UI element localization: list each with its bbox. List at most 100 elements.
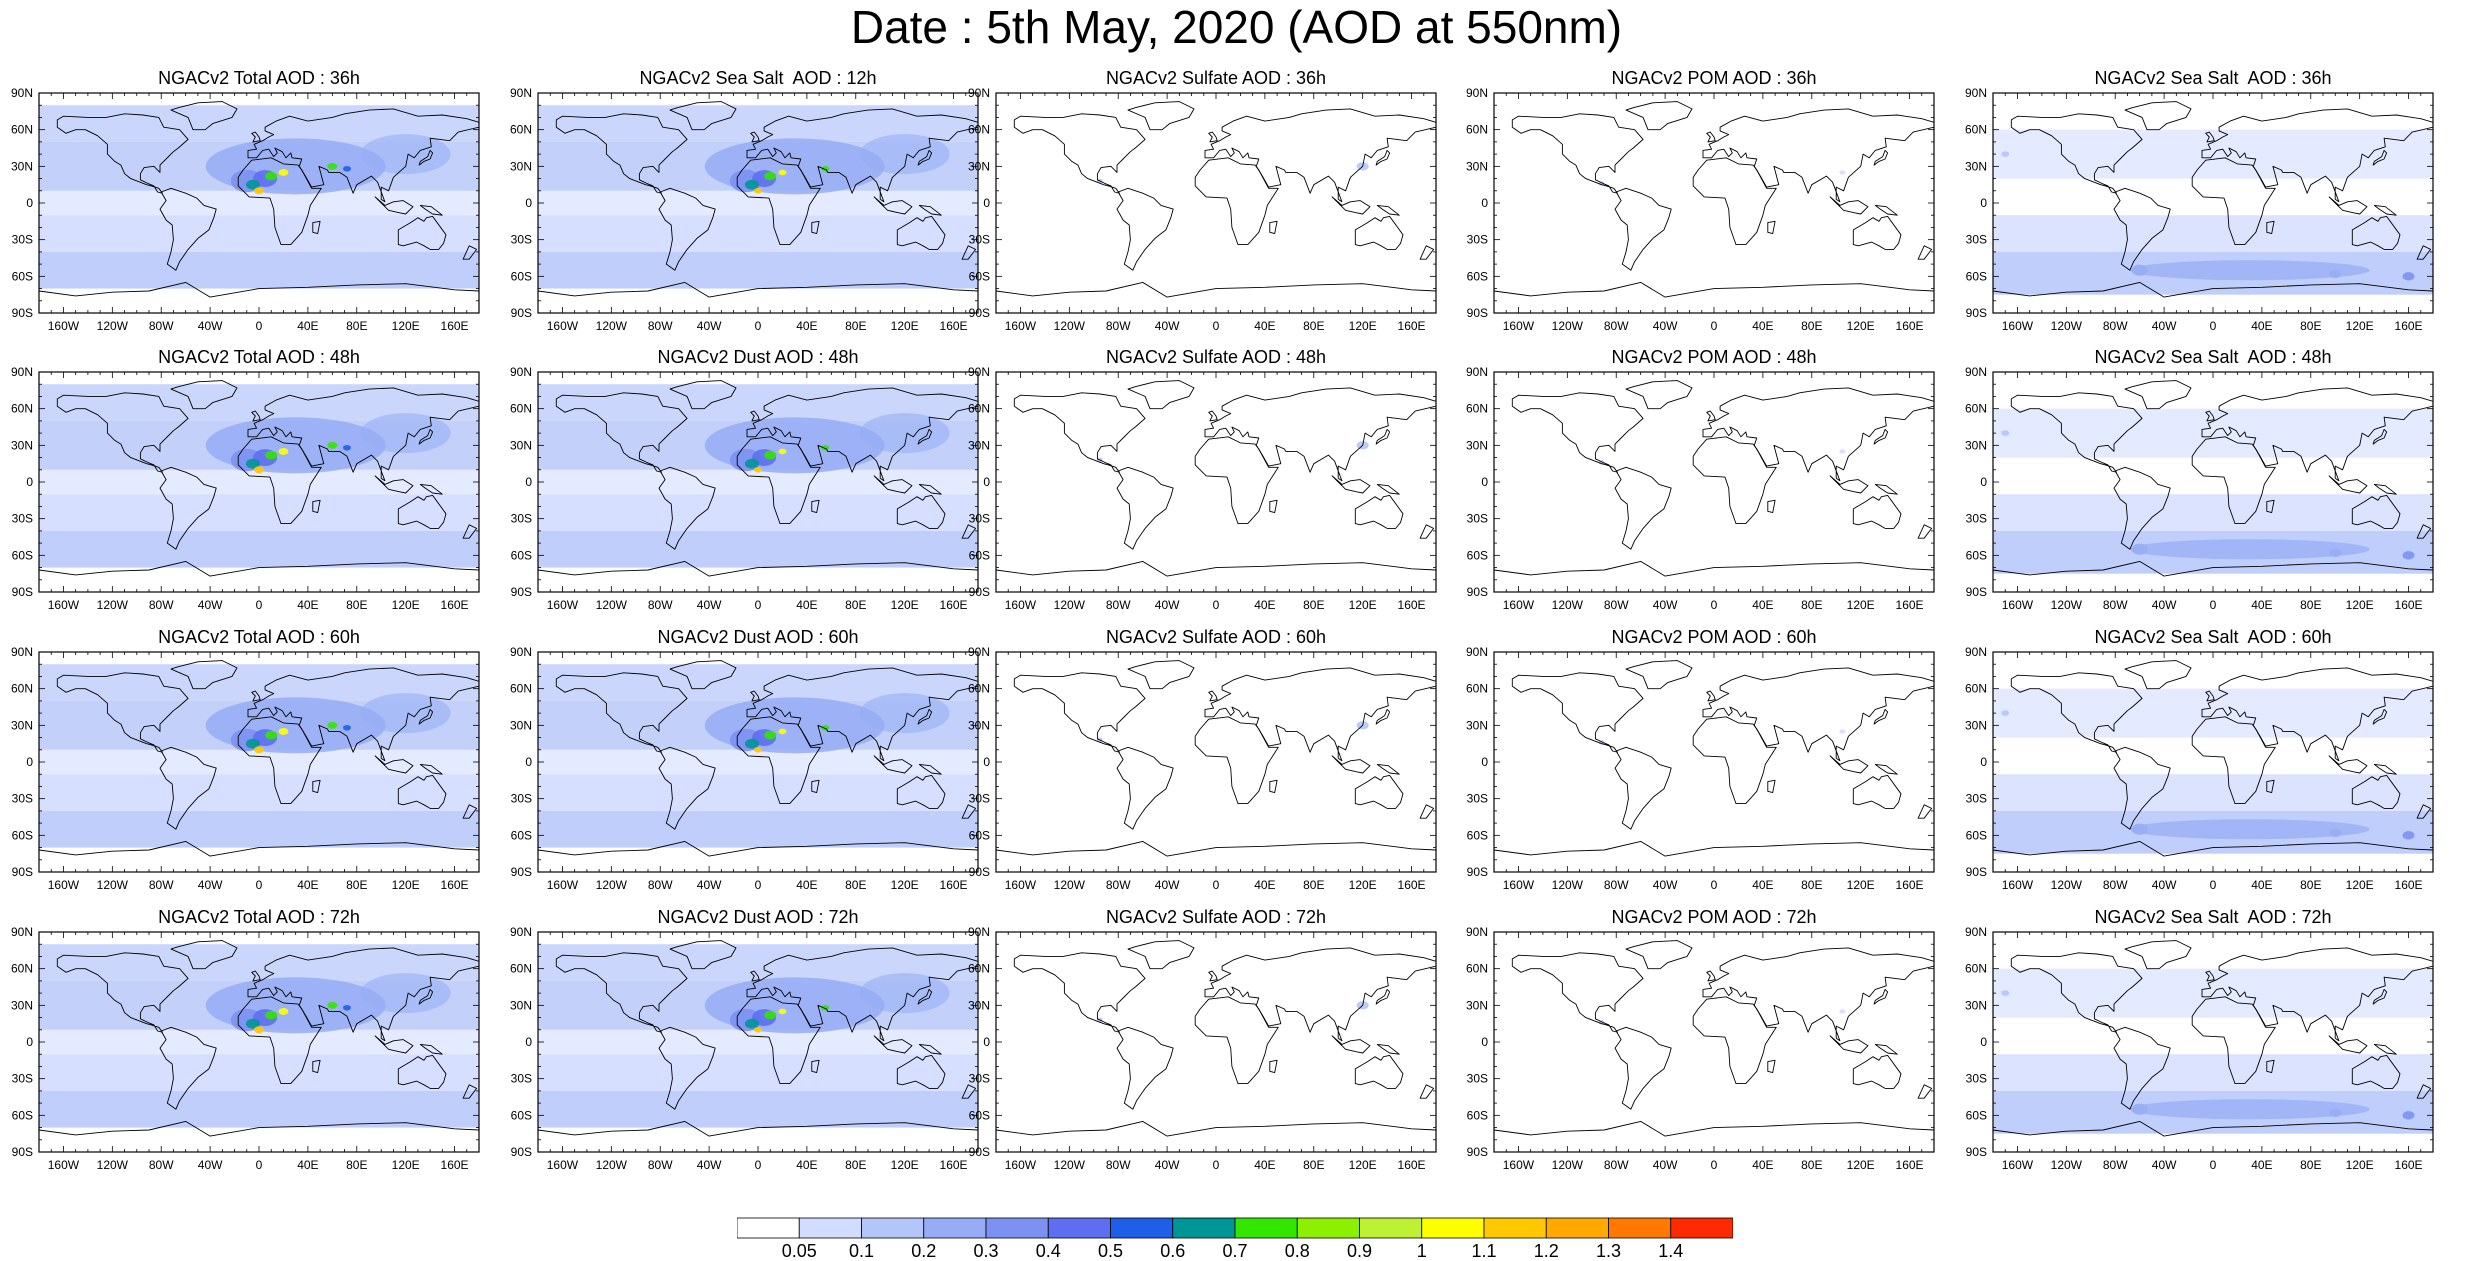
lat-tick-label: 90N [11, 86, 33, 100]
aod-hotspot [254, 466, 264, 474]
axis-ticks [537, 371, 979, 593]
lon-tick-label: 160E [2395, 1158, 2423, 1172]
lat-tick-label: 90N [510, 645, 532, 659]
colorbar-swatch [1234, 1217, 1298, 1239]
coastlines [1494, 380, 1934, 592]
panel-title: NGACv2 Sea Salt AOD : 12h [639, 68, 877, 88]
map-panel: NGACv2 Sea Salt AOD : 60h 90N 60N 30N 0 30S 60… [1965, 622, 2434, 892]
new-guinea-outline [1874, 204, 1898, 216]
lat-tick-label: 90S [969, 865, 990, 879]
lat-tick-label: 60N [968, 682, 990, 696]
lon-tick-label: 80E [845, 319, 866, 333]
aod-hotspot [254, 746, 264, 754]
lon-tick-label: 40E [1752, 1158, 1773, 1172]
south-america-outline [1614, 1026, 1672, 1110]
aod-hotspot [327, 721, 338, 729]
lon-tick-label: 120W [1552, 319, 1584, 333]
colorbar-label: 1.1 [1471, 1241, 1496, 1261]
aod-hotspot [245, 738, 260, 749]
south-america-outline [2113, 466, 2171, 550]
new-zealand-outline [462, 245, 478, 260]
japan-outline [1873, 988, 1889, 1005]
uk-outline [2205, 131, 2215, 143]
indonesia-outline [374, 755, 414, 774]
greenland-outline [1127, 660, 1195, 690]
antarctica-outline [1993, 281, 2433, 313]
aod-hotspot [754, 187, 762, 194]
aod-hotspot [343, 444, 351, 451]
lon-tick-label: 80E [1303, 319, 1324, 333]
madagascar-outline [312, 1059, 321, 1074]
lon-tick-label: 160E [940, 878, 968, 892]
madagascar-outline [1767, 1059, 1776, 1074]
lat-tick-label: 0 [26, 1035, 33, 1049]
lat-tick-label: 60S [969, 1108, 990, 1122]
lat-tick-label: 30S [12, 512, 33, 526]
lat-tick-label: 60S [1467, 548, 1488, 562]
map-frame [995, 651, 1437, 873]
south-america-outline [1116, 187, 1174, 271]
lat-tick-label: 30N [1965, 718, 1987, 732]
lon-tick-label: 160W [48, 878, 80, 892]
lon-tick-label: 0 [2210, 1158, 2217, 1172]
north-america-outline [56, 392, 189, 473]
north-america-outline [1013, 392, 1146, 473]
antarctica-outline [1494, 281, 1934, 313]
lat-tick-label: 30N [1466, 438, 1488, 452]
aod-field [1096, 162, 1369, 184]
aod-hotspot [2329, 548, 2342, 558]
lon-tick-label: 40W [2152, 598, 2177, 612]
africa-outline [1692, 996, 1777, 1085]
indonesia-outline [1331, 755, 1371, 774]
map-panel: NGACv2 POM AOD : 60h 90N 60N 30N 0 30S 60S 90S 1… [1466, 622, 1935, 892]
lon-tick-label: 40W [2152, 319, 2177, 333]
panel-title: NGACv2 Sulfate AOD : 48h [1105, 347, 1327, 367]
lon-tick-label: 40E [1254, 878, 1275, 892]
lat-tick-label: 30S [969, 233, 990, 247]
lon-tick-label: 40E [796, 319, 817, 333]
lon-tick-label: 40W [1653, 878, 1678, 892]
colorbar-swatch [1110, 1217, 1174, 1239]
antarctica-outline [538, 560, 978, 592]
lon-tick-label: 160W [48, 1158, 80, 1172]
new-guinea-outline [419, 204, 443, 216]
aod-hotspot [2131, 823, 2148, 835]
aod-field [1993, 688, 2433, 854]
aod-field [39, 105, 479, 289]
north-america-outline [1511, 672, 1644, 753]
lon-tick-label: 40E [1752, 598, 1773, 612]
aod-hotspot [778, 728, 787, 735]
eurasia-outline [2201, 947, 2433, 1042]
australia-outline [1852, 494, 1902, 529]
australia-outline [2351, 494, 2401, 529]
antarctica-outline [1993, 840, 2433, 872]
lon-tick-label: 80W [648, 878, 673, 892]
lon-tick-label: 40E [796, 598, 817, 612]
axis-ticks [995, 651, 1437, 873]
lat-tick-label: 60S [12, 828, 33, 842]
lon-tick-label: 160W [1503, 878, 1535, 892]
colorbar-label: 1 [1417, 1241, 1427, 1261]
lon-tick-label: 160W [1005, 319, 1037, 333]
lon-tick-label: 40E [1254, 1158, 1275, 1172]
lon-tick-label: 0 [256, 319, 263, 333]
north-america-outline [2010, 113, 2143, 194]
panel-title: NGACv2 Sea Salt AOD : 48h [2094, 347, 2332, 367]
new-zealand-outline [961, 1084, 977, 1099]
lat-tick-label: 30S [1467, 233, 1488, 247]
aod-hotspot [265, 450, 278, 460]
lat-tick-label: 60S [969, 828, 990, 842]
colorbar-label: 1.3 [1596, 1241, 1621, 1261]
map-panel: NGACv2 Sea Salt AOD : 12h 90N 60N 30N 0 30S 60… [510, 63, 979, 333]
lon-tick-label: 160E [940, 598, 968, 612]
aod-hotspot [1839, 449, 1846, 454]
africa-outline [1194, 157, 1279, 246]
axis-ticks [38, 92, 480, 314]
lat-tick-label: 90S [1467, 1145, 1488, 1159]
australia-outline [896, 215, 946, 250]
aod-colorbar: 0.05 0.1 0.2 0.3 0.4 0.5 0.6 0.7 0.8 0.9 1 1.1 1.2 1.… [737, 1217, 1733, 1261]
lat-tick-label: 0 [525, 475, 532, 489]
lon-tick-label: 120E [891, 1158, 919, 1172]
lon-tick-label: 120W [97, 598, 129, 612]
lon-tick-label: 80W [1106, 878, 1131, 892]
